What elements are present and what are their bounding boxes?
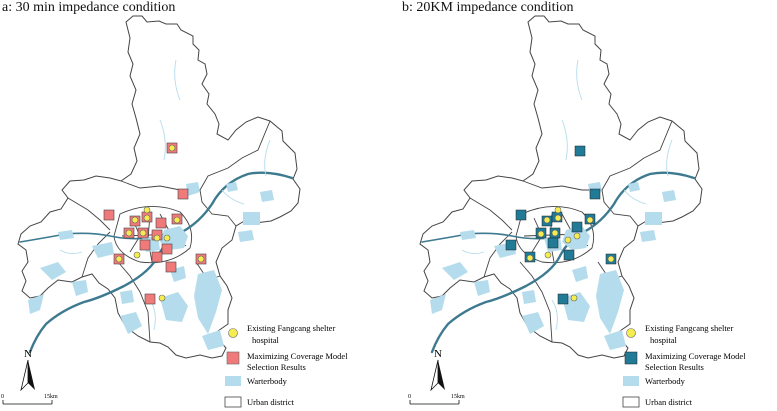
scale-start-label: 0 <box>1 394 4 400</box>
existing-hospital-marker <box>153 234 161 242</box>
panel-a-legend: Existing Fangcang shelter hospital Maxim… <box>224 323 348 408</box>
panel-a-map: Existing Fangcang shelter hospital Maxim… <box>1 16 348 408</box>
selection-square <box>155 217 167 229</box>
panel-a-north-arrow: N <box>20 348 35 392</box>
north-label: N <box>434 348 442 360</box>
legend-existing-symbol <box>228 328 238 338</box>
selection-square <box>547 237 559 249</box>
existing-hospital-marker <box>133 251 141 259</box>
existing-hospital-marker <box>168 144 176 152</box>
legend-existing-symbol <box>626 328 636 338</box>
legend-selection-label-line1: Maximizing Coverage Model <box>645 351 746 361</box>
existing-hospital-marker <box>554 206 562 214</box>
existing-hospital-marker <box>607 255 615 263</box>
selection-square <box>563 249 575 261</box>
existing-hospital-marker <box>197 255 205 263</box>
panel-a-scale-bar: 0 15km <box>1 394 58 405</box>
panel-a-title: a: 30 min impedance condition <box>2 0 176 15</box>
legend-existing-label-line2: hospital <box>252 335 280 345</box>
selection-square <box>571 221 583 233</box>
selection-square <box>505 239 517 251</box>
selection-square <box>574 145 586 157</box>
north-label: N <box>24 348 32 360</box>
existing-hospital-marker <box>570 294 578 302</box>
existing-hospital-marker <box>139 229 147 237</box>
selection-square <box>589 188 601 200</box>
selection-square <box>144 293 156 305</box>
legend-district-symbol <box>224 396 242 408</box>
selection-square <box>165 261 177 273</box>
legend-selection-symbol <box>226 351 240 365</box>
existing-hospital-marker <box>143 214 151 222</box>
legend-existing-label-line1: Existing Fangcang shelter <box>645 323 733 333</box>
north-arrow-right-half <box>438 360 445 390</box>
scale-end-label: 15km <box>44 394 58 400</box>
panel-b-existing-hospitals <box>526 206 615 302</box>
panel-b-legend: Existing Fangcang shelter hospital Maxim… <box>622 323 746 408</box>
selection-square <box>151 251 163 263</box>
panel-b-title: b: 20KM impedance condition <box>402 0 574 15</box>
existing-hospital-marker <box>131 216 139 224</box>
panel-b-basemap <box>420 16 702 358</box>
selection-square <box>177 188 189 200</box>
legend-waterbody-symbol <box>225 376 241 386</box>
existing-hospital-marker <box>564 236 572 244</box>
legend-selection-label-line1: Maximizing Coverage Model <box>247 351 348 361</box>
legend-selection-symbol <box>624 351 638 365</box>
panel-a-basemap <box>18 16 300 358</box>
existing-hospital-marker <box>163 234 171 242</box>
legend-waterbody-label: Warterbody <box>645 376 686 386</box>
scale-start-label: 0 <box>408 394 411 400</box>
legend-district-symbol <box>622 396 640 408</box>
scale-end-label: 15km <box>451 394 465 400</box>
selection-square <box>161 243 173 255</box>
selection-square <box>515 209 527 221</box>
north-arrow-left-half <box>20 359 29 392</box>
legend-existing-label-line1: Existing Fangcang shelter <box>247 323 335 333</box>
north-arrow-right-half <box>28 360 35 390</box>
existing-hospital-marker <box>544 251 552 259</box>
legend-district-label: Urban district <box>247 397 295 407</box>
existing-hospital-marker <box>586 216 594 224</box>
existing-hospital-marker <box>537 230 545 238</box>
selection-square <box>557 293 569 305</box>
existing-hospital-marker <box>158 294 166 302</box>
panel-b-north-arrow: N <box>430 348 445 392</box>
legend-selection-label-line2: Selection Results <box>247 362 306 372</box>
panel-a-existing-hospitals <box>115 144 205 302</box>
selection-square <box>103 209 115 221</box>
legend-waterbody-label: Warterbody <box>247 376 288 386</box>
existing-hospital-marker <box>125 229 133 237</box>
panel-b-map: Existing Fangcang shelter hospital Maxim… <box>408 16 746 408</box>
existing-hospital-marker <box>554 214 562 222</box>
existing-hospital-marker <box>551 229 559 237</box>
legend-waterbody-symbol <box>623 376 639 386</box>
existing-hospital-marker <box>573 232 581 240</box>
existing-hospital-marker <box>526 254 534 262</box>
selection-square <box>139 239 151 251</box>
panel-b-scale-bar: 0 15km <box>408 394 465 405</box>
legend-existing-label-line2: hospital <box>650 335 678 345</box>
north-arrow-left-half <box>430 359 439 392</box>
existing-hospital-marker <box>115 255 123 263</box>
existing-hospital-marker <box>543 216 551 224</box>
existing-hospital-marker <box>173 216 181 224</box>
existing-hospital-marker <box>143 206 151 214</box>
legend-selection-label-line2: Selection Results <box>645 362 704 372</box>
legend-district-label: Urban district <box>645 397 693 407</box>
